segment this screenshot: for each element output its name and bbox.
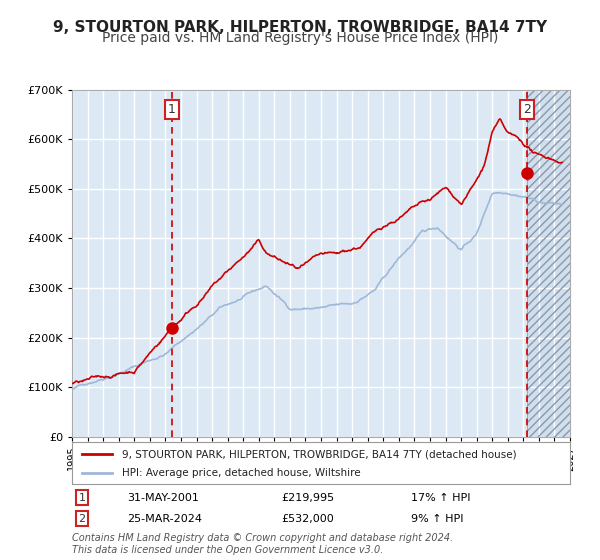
HPI: Average price, detached house, Wiltshire: (2.01e+03, 2.56e+05): Average price, detached house, Wiltshire…: [290, 306, 298, 313]
9, STOURTON PARK, HILPERTON, TROWBRIDGE, BA14 7TY (detached house): [439, 186, 446, 193]
9, STOURTON PARK, HILPERTON, TROWBRIDGE, BA14 7TY (detached house): [156, 339, 163, 346]
Text: 1: 1: [79, 493, 85, 503]
Text: HPI: Average price, detached house, Wiltshire: HPI: Average price, detached house, Wilt…: [122, 468, 361, 478]
Text: 31-MAY-2001: 31-MAY-2001: [127, 493, 199, 503]
9, STOURTON PARK, HILPERTON, TROWBRIDGE, BA14 7TY (detached house): [358, 242, 365, 249]
HPI: Average price, detached house, Wiltshire: (2.03e+03, 4.69e+05): Average price, detached house, Wiltshire…: [559, 201, 566, 208]
9, STOURTON PARK, HILPERTON, TROWBRIDGE, BA14 7TY (detached house): [397, 214, 404, 221]
9, STOURTON PARK, HILPERTON, TROWBRIDGE, BA14 7TY (detached house): [69, 380, 76, 387]
9, STOURTON PARK, HILPERTON, TROWBRIDGE, BA14 7TY (detached house): [291, 264, 298, 270]
HPI: Average price, detached house, Wiltshire: (2.02e+03, 3.61e+05): Average price, detached house, Wiltshire…: [396, 254, 403, 261]
HPI: Average price, detached house, Wiltshire: (2.02e+03, 4.92e+05): Average price, detached house, Wiltshire…: [496, 189, 503, 196]
Text: £219,995: £219,995: [281, 493, 334, 503]
Text: Price paid vs. HM Land Registry's House Price Index (HPI): Price paid vs. HM Land Registry's House …: [102, 31, 498, 45]
HPI: Average price, detached house, Wiltshire: (2.02e+03, 4.14e+05): Average price, detached house, Wiltshire…: [437, 228, 445, 235]
Text: 17% ↑ HPI: 17% ↑ HPI: [410, 493, 470, 503]
Text: 2: 2: [523, 103, 530, 116]
Text: 2: 2: [79, 514, 86, 524]
Line: HPI: Average price, detached house, Wiltshire: HPI: Average price, detached house, Wilt…: [72, 193, 562, 390]
Text: 25-MAR-2024: 25-MAR-2024: [127, 514, 202, 524]
HPI: Average price, detached house, Wiltshire: (2e+03, 1.61e+05): Average price, detached house, Wiltshire…: [155, 354, 163, 361]
Text: £532,000: £532,000: [281, 514, 334, 524]
9, STOURTON PARK, HILPERTON, TROWBRIDGE, BA14 7TY (detached house): [68, 380, 76, 386]
Text: 9, STOURTON PARK, HILPERTON, TROWBRIDGE, BA14 7TY: 9, STOURTON PARK, HILPERTON, TROWBRIDGE,…: [53, 20, 547, 35]
Text: Contains HM Land Registry data © Crown copyright and database right 2024.
This d: Contains HM Land Registry data © Crown c…: [72, 533, 453, 555]
9, STOURTON PARK, HILPERTON, TROWBRIDGE, BA14 7TY (detached house): [559, 159, 566, 166]
Text: 9% ↑ HPI: 9% ↑ HPI: [410, 514, 463, 524]
HPI: Average price, detached house, Wiltshire: (2.01e+03, 2.78e+05): Average price, detached house, Wiltshire…: [357, 296, 364, 302]
Text: 9, STOURTON PARK, HILPERTON, TROWBRIDGE, BA14 7TY (detached house): 9, STOURTON PARK, HILPERTON, TROWBRIDGE,…: [122, 449, 517, 459]
HPI: Average price, detached house, Wiltshire: (2e+03, 2.2e+05): Average price, detached house, Wiltshire…: [194, 324, 202, 331]
9, STOURTON PARK, HILPERTON, TROWBRIDGE, BA14 7TY (detached house): [195, 299, 202, 306]
Bar: [527, 90, 570, 437]
9, STOURTON PARK, HILPERTON, TROWBRIDGE, BA14 7TY (detached house): [496, 115, 503, 122]
Text: 1: 1: [168, 103, 176, 116]
HPI: Average price, detached house, Wiltshire: (2e+03, 9.5e+04): Average price, detached house, Wiltshire…: [68, 386, 76, 393]
Bar: [527, 90, 570, 437]
Line: 9, STOURTON PARK, HILPERTON, TROWBRIDGE, BA14 7TY (detached house): 9, STOURTON PARK, HILPERTON, TROWBRIDGE,…: [72, 119, 562, 384]
